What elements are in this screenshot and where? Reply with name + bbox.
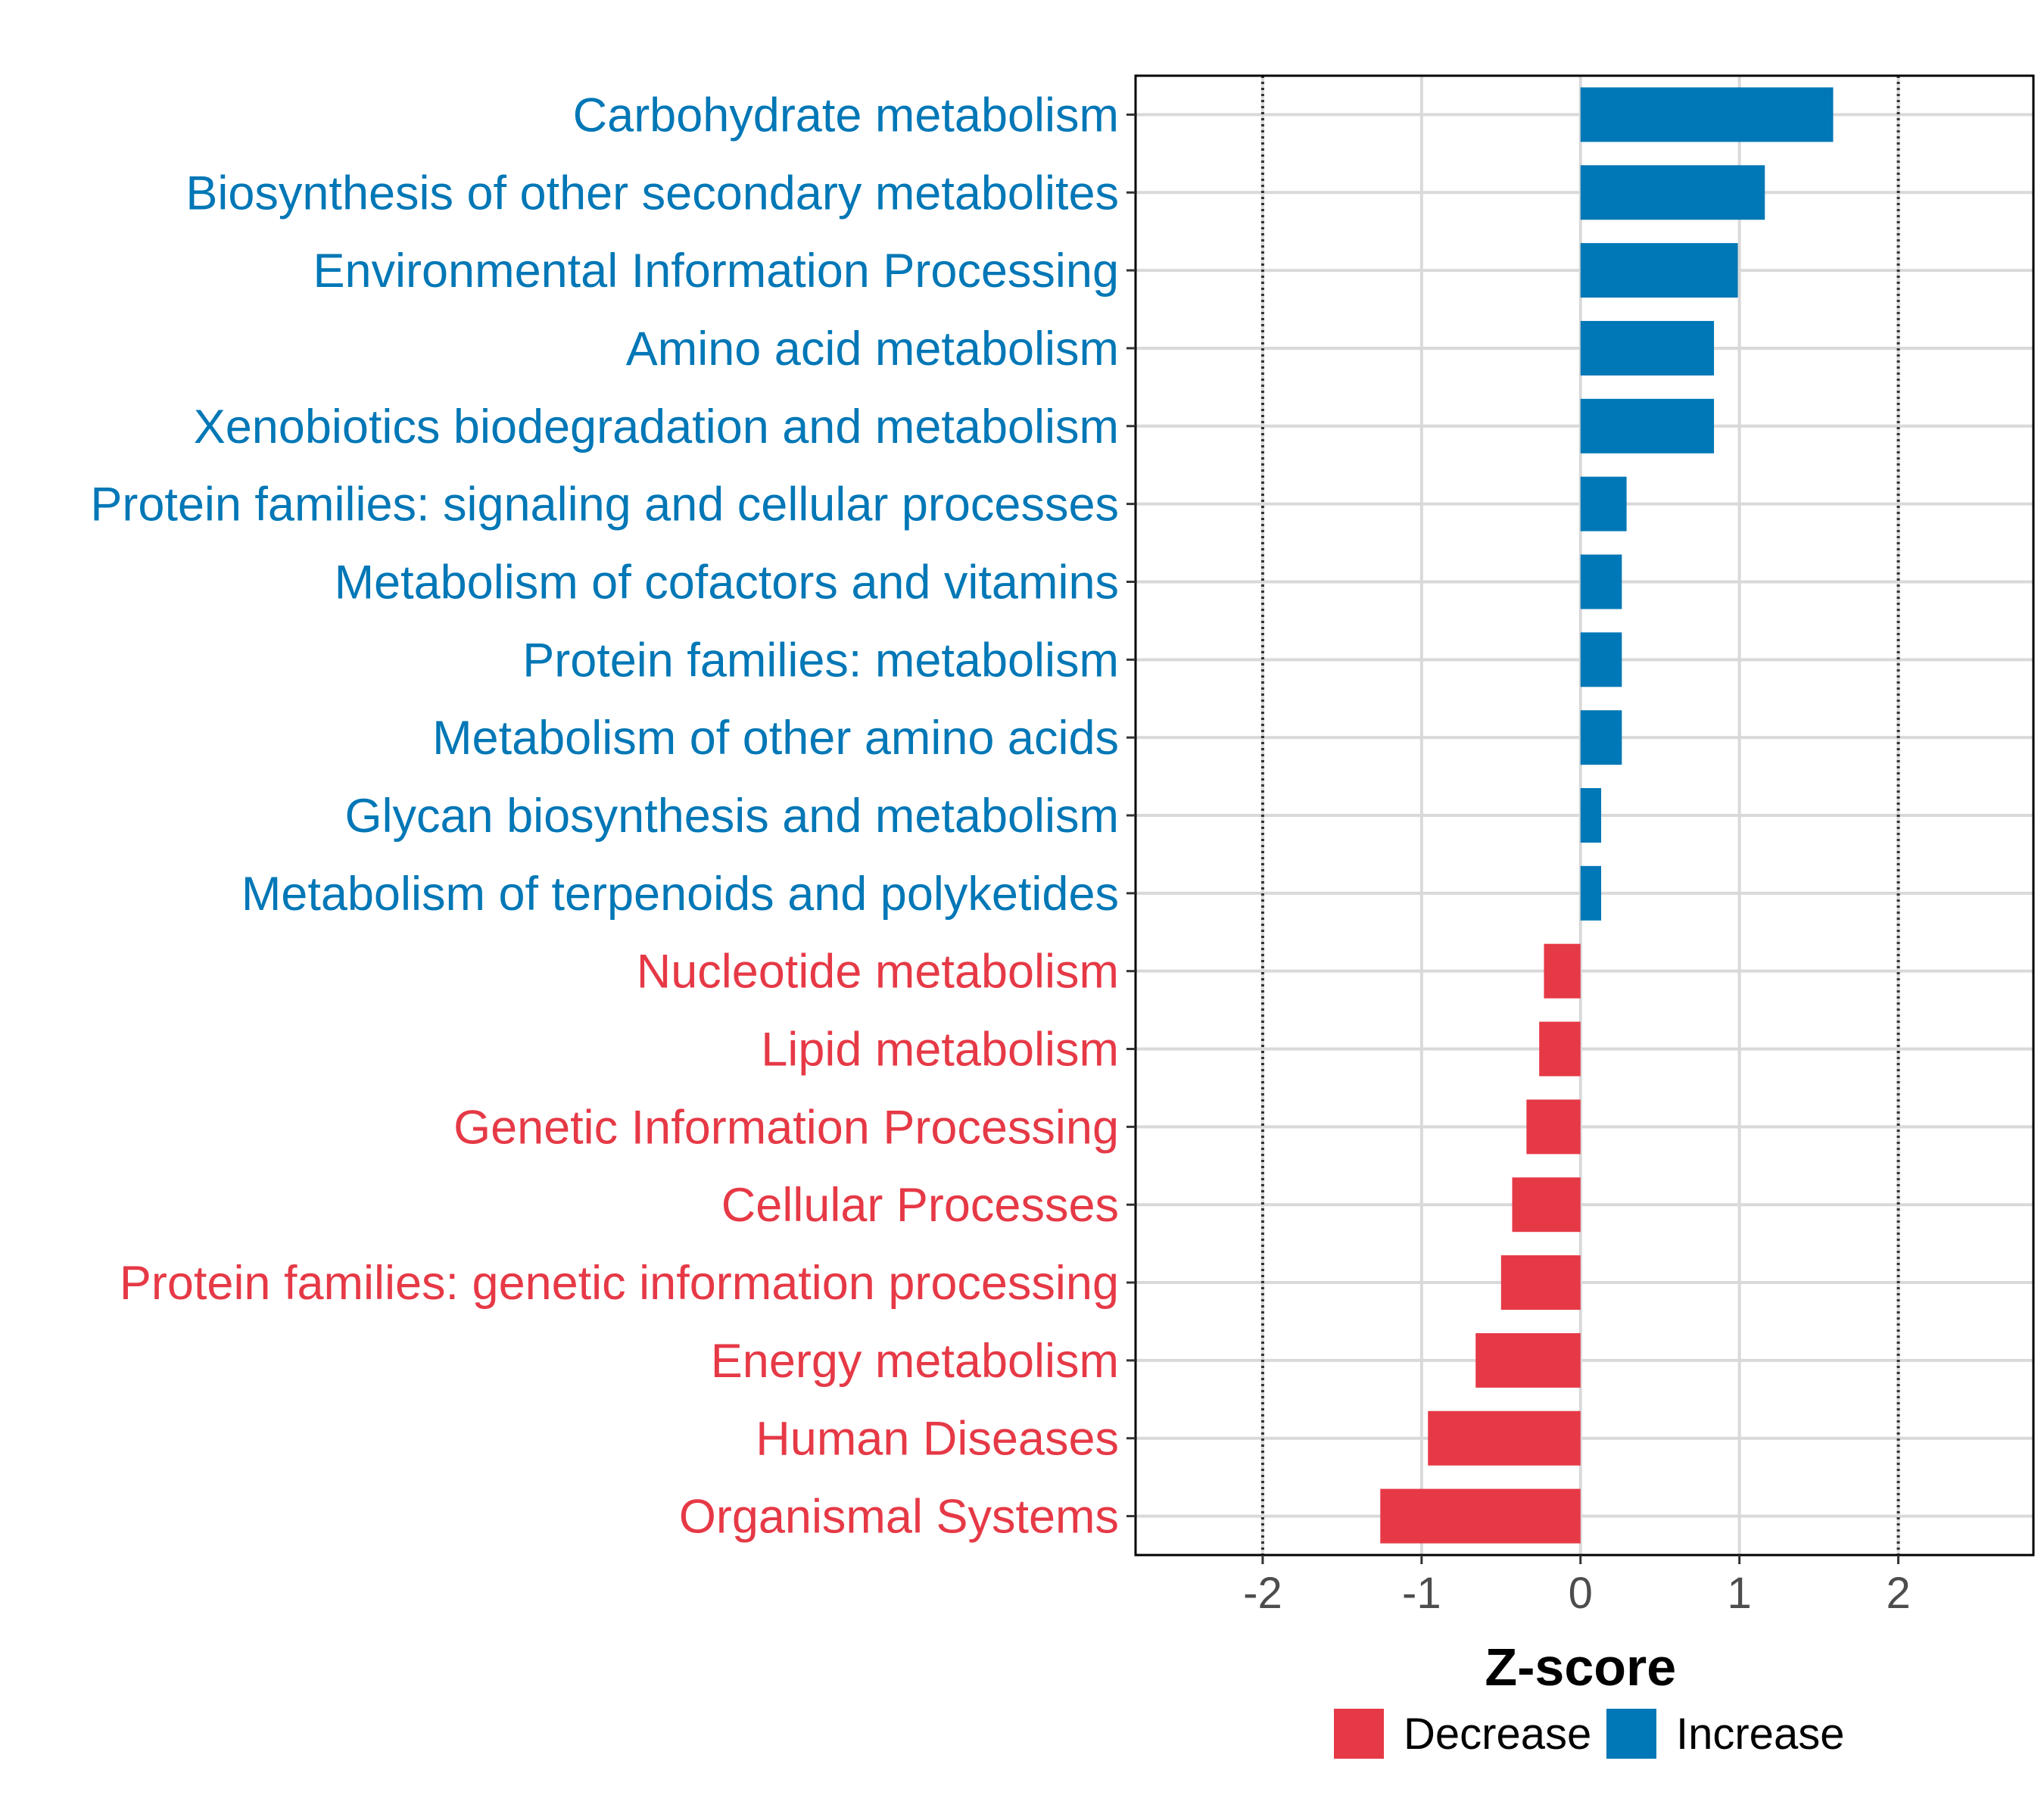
category-label: Carbohydrate metabolism xyxy=(573,89,1119,142)
category-label: Metabolism of terpenoids and polyketides xyxy=(241,868,1119,921)
bar xyxy=(1580,554,1622,609)
bar xyxy=(1580,476,1627,531)
bar xyxy=(1380,1488,1581,1544)
category-label: Human Diseases xyxy=(756,1413,1119,1466)
category-label: Energy metabolism xyxy=(711,1335,1119,1388)
bar xyxy=(1512,1177,1581,1233)
bar xyxy=(1580,710,1622,765)
category-label: Protein families: metabolism xyxy=(522,634,1119,687)
x-tick-label: 1 xyxy=(1728,1569,1752,1618)
category-label: Metabolism of other amino acids xyxy=(432,712,1119,765)
x-tick-label: -1 xyxy=(1402,1569,1441,1618)
bar xyxy=(1475,1332,1581,1388)
category-label: Glycan biosynthesis and metabolism xyxy=(345,790,1120,843)
reference-lines xyxy=(1260,76,1900,1555)
bar xyxy=(1580,865,1602,921)
legend: Decrease Increase xyxy=(1334,1709,1844,1759)
x-tick-label: -2 xyxy=(1243,1569,1282,1618)
legend-swatch xyxy=(1606,1709,1656,1759)
category-label: Protein families: signaling and cellular… xyxy=(90,478,1119,531)
category-label: Protein families: genetic information pr… xyxy=(120,1257,1119,1310)
category-label: Cellular Processes xyxy=(721,1179,1119,1232)
bar xyxy=(1539,1021,1581,1077)
bar xyxy=(1580,320,1715,376)
bar xyxy=(1544,943,1581,999)
category-label: Amino acid metabolism xyxy=(626,323,1119,376)
bar xyxy=(1580,165,1765,220)
bar xyxy=(1526,1099,1581,1155)
legend-label: Decrease xyxy=(1404,1709,1591,1759)
x-axis-ticks: -2 -1 0 1 2 xyxy=(1243,1555,1911,1618)
legend-swatch xyxy=(1334,1709,1384,1759)
bar xyxy=(1580,788,1602,843)
bar xyxy=(1500,1255,1581,1311)
category-label: Lipid metabolism xyxy=(761,1024,1119,1077)
bar xyxy=(1580,243,1738,298)
category-label: Organismal Systems xyxy=(679,1491,1119,1544)
bar xyxy=(1580,398,1715,453)
bars xyxy=(1380,87,1834,1544)
bar xyxy=(1580,632,1622,687)
x-axis-title: Z-score xyxy=(1485,1638,1676,1697)
y-axis-ticks: Carbohydrate metabolism Biosynthesis of o… xyxy=(90,89,1136,1544)
bar xyxy=(1580,87,1834,142)
x-tick-label: 2 xyxy=(1886,1569,1910,1618)
category-label: Biosynthesis of other secondary metaboli… xyxy=(185,167,1119,220)
category-label: Metabolism of cofactors and vitamins xyxy=(335,556,1119,609)
bar xyxy=(1428,1410,1581,1466)
legend-label: Increase xyxy=(1676,1709,1844,1759)
x-tick-label: 0 xyxy=(1569,1569,1593,1618)
category-label: Xenobiotics biodegradation and metabolis… xyxy=(194,400,1119,453)
category-label: Environmental Information Processing xyxy=(313,245,1119,298)
category-label: Genetic Information Processing xyxy=(453,1101,1119,1154)
category-label: Nucleotide metabolism xyxy=(637,946,1119,999)
